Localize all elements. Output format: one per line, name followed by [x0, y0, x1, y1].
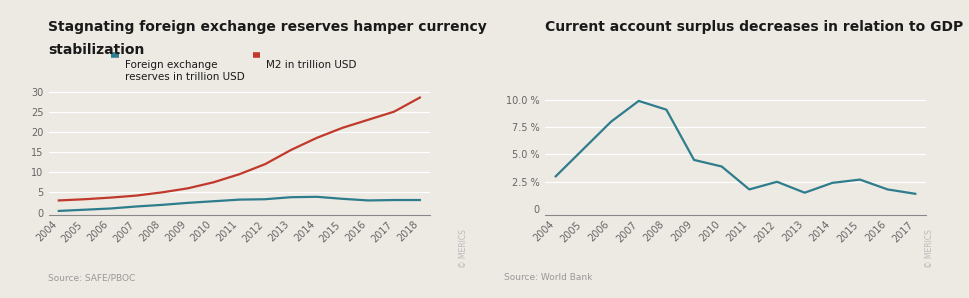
Text: © MERICS: © MERICS [458, 229, 468, 268]
Text: Current account surplus decreases in relation to GDP: Current account surplus decreases in rel… [545, 20, 962, 34]
Text: Source: SAFE/PBOC: Source: SAFE/PBOC [48, 273, 136, 282]
Text: M2 in trillion USD: M2 in trillion USD [266, 60, 357, 70]
Text: Stagnating foreign exchange reserves hamper currency: Stagnating foreign exchange reserves ham… [48, 20, 486, 34]
Text: Foreign exchange
reserves in trillion USD: Foreign exchange reserves in trillion US… [125, 60, 244, 82]
Text: © MERICS: © MERICS [923, 229, 933, 268]
Text: stabilization: stabilization [48, 43, 144, 57]
Text: Source: World Bank: Source: World Bank [504, 273, 592, 282]
